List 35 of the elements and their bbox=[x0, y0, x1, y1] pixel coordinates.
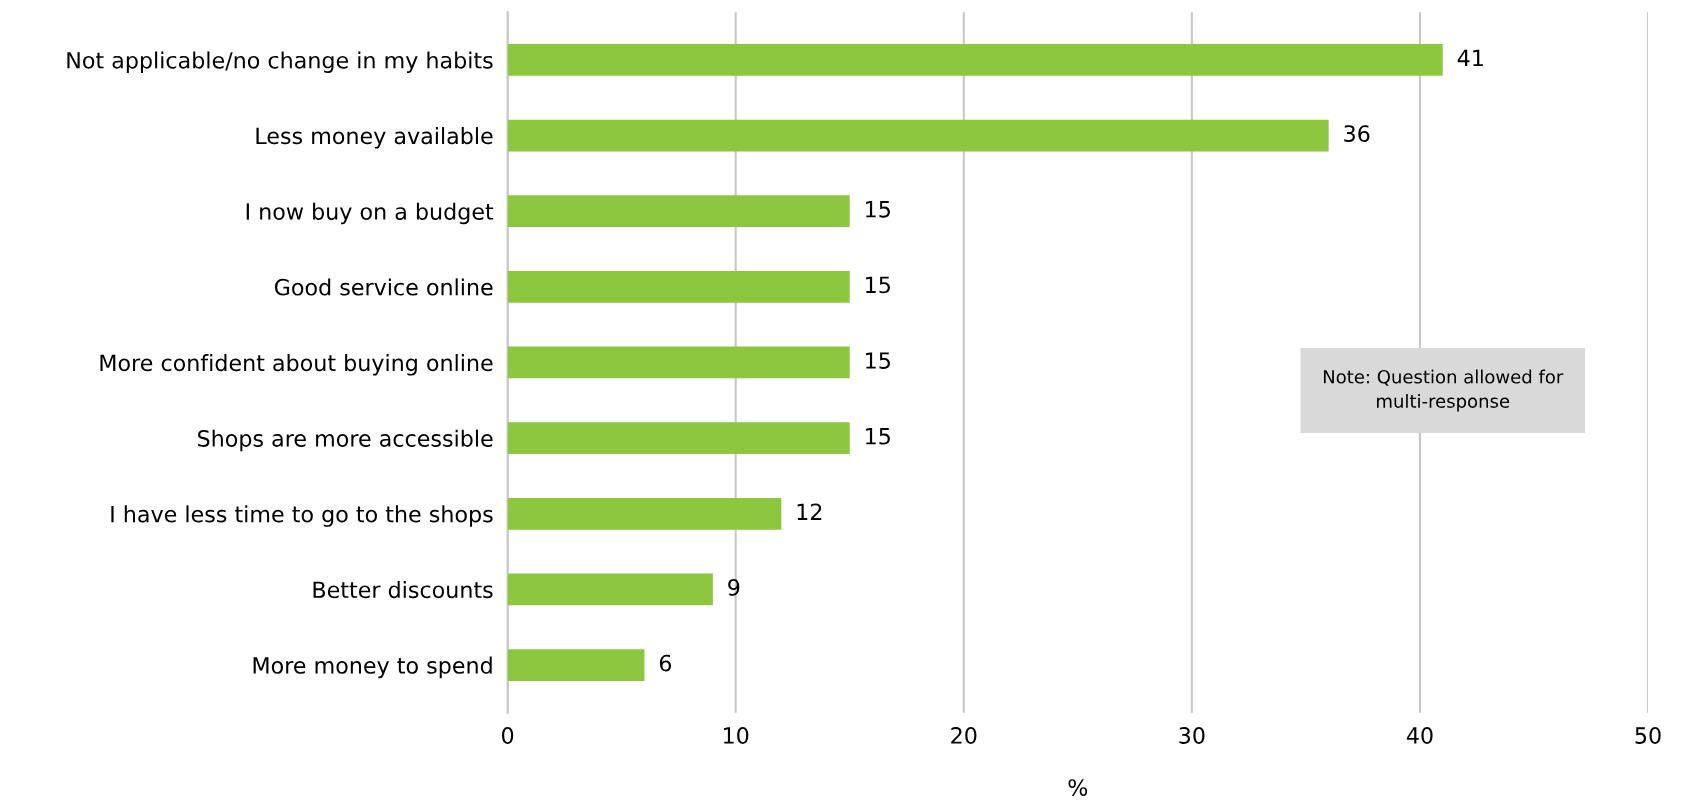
y-tick-label: Not applicable/no change in my habits bbox=[67, 51, 493, 73]
data-label: 12 bbox=[797, 503, 822, 520]
x-axis-title: % bbox=[1068, 779, 1088, 796]
bar bbox=[507, 119, 1329, 152]
data-label: 36 bbox=[1344, 125, 1370, 142]
data-label: 15 bbox=[866, 352, 890, 369]
data-label: 15 bbox=[866, 276, 890, 294]
x-tick-label: 40 bbox=[1406, 727, 1433, 744]
bar bbox=[507, 497, 782, 530]
data-label: 6 bbox=[659, 654, 672, 672]
x-tick-label: 30 bbox=[1179, 727, 1205, 744]
bar bbox=[507, 44, 1443, 76]
y-tick-label: Good service online bbox=[274, 278, 493, 296]
data-label: 15 bbox=[866, 428, 890, 445]
y-tick-label: More confident about buying online bbox=[100, 354, 493, 376]
y-tick-label: I have less time to go to the shops bbox=[111, 505, 493, 527]
y-tick-label: Shops are more accessible bbox=[198, 429, 493, 452]
data-label: 15 bbox=[866, 201, 890, 218]
annotation: Note: Question allowed for multi-response bbox=[1323, 369, 1564, 412]
bar bbox=[507, 573, 713, 606]
x-tick-label: 10 bbox=[723, 727, 749, 744]
bar bbox=[507, 270, 850, 303]
data-label: 9 bbox=[728, 579, 740, 596]
bar bbox=[507, 422, 850, 455]
y-tick-label: Less money available bbox=[256, 127, 493, 149]
y-tick-label: More money to spend bbox=[253, 656, 492, 679]
y-tick-label: Better discounts bbox=[313, 580, 493, 599]
data-label: 41 bbox=[1457, 49, 1483, 67]
bar bbox=[507, 649, 645, 681]
bar bbox=[507, 195, 850, 228]
x-tick-label: 20 bbox=[951, 727, 977, 744]
y-tick-label: I now buy on a budget bbox=[246, 202, 494, 225]
x-tick-label: 0 bbox=[502, 727, 514, 744]
x-tick-label: 50 bbox=[1635, 727, 1661, 744]
bar bbox=[507, 346, 850, 379]
